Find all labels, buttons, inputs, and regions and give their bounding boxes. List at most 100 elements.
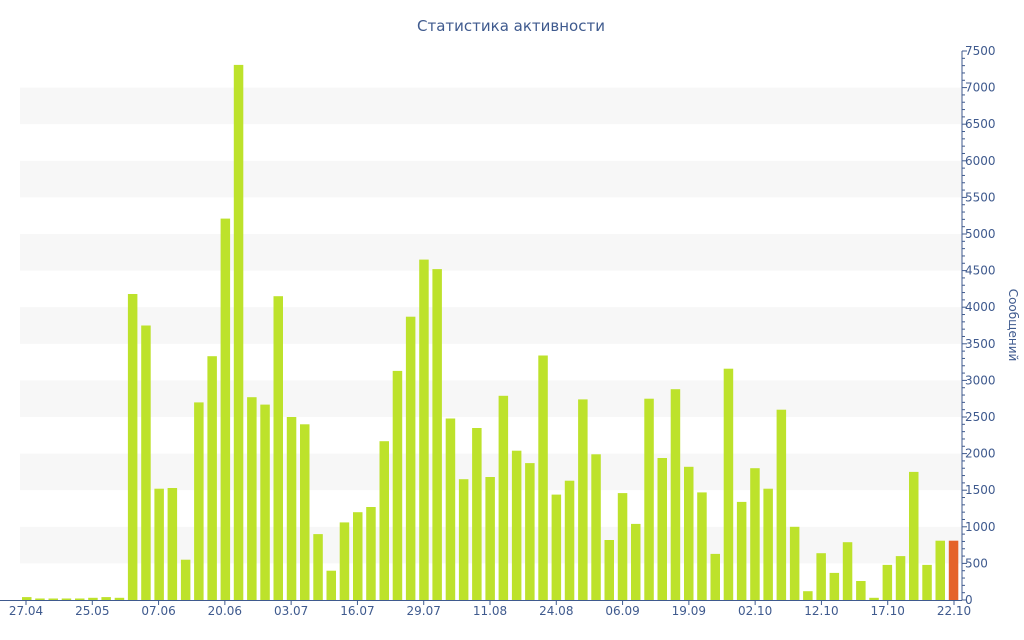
bar (882, 564, 893, 600)
x-tick-label: 22.10 (937, 604, 971, 618)
bar (247, 397, 257, 600)
y-axis: 0 500 1000 1500 2000 2500 3000 3500 4000 4500 5000… (961, 44, 996, 607)
x-tick-label: 17.10 (871, 604, 905, 618)
bar (895, 556, 906, 600)
y-tick-label: 7500 (965, 44, 996, 58)
y-tick-label: 500 (965, 556, 988, 570)
bar (723, 368, 734, 600)
bar (736, 501, 747, 600)
bar (935, 540, 945, 600)
bar (591, 454, 601, 600)
bar (617, 493, 628, 600)
bar (670, 389, 681, 600)
bar (631, 523, 641, 600)
x-tick-label: 24.08 (539, 604, 573, 618)
bar (141, 325, 151, 600)
bar (273, 296, 283, 600)
bar (207, 356, 217, 600)
bar (498, 395, 509, 600)
bar (657, 458, 667, 600)
bar (22, 597, 32, 600)
y-tick-label: 4500 (965, 264, 996, 278)
bar (88, 597, 98, 600)
grid-band (20, 87, 962, 125)
bar (485, 477, 495, 600)
x-tick-label: 11.08 (473, 604, 507, 618)
bar (353, 512, 363, 600)
bar (697, 492, 707, 600)
bar (763, 488, 773, 600)
bar (313, 534, 323, 600)
bar (419, 259, 429, 600)
bar (750, 468, 760, 600)
x-tick-label: 29.07 (407, 604, 441, 618)
bar (564, 480, 575, 600)
bar (829, 572, 840, 600)
bar (604, 540, 614, 600)
y-tick-label: 4000 (965, 300, 996, 314)
bar (856, 581, 866, 600)
bar (61, 598, 72, 600)
bar (789, 526, 800, 600)
bar (578, 399, 588, 600)
y-tick-label: 3500 (965, 337, 996, 351)
bar (392, 370, 403, 600)
bar (366, 507, 376, 600)
x-tick-label: 25.05 (75, 604, 109, 618)
bar (922, 564, 932, 600)
bar (114, 597, 125, 600)
x-tick-label: 12.10 (804, 604, 838, 618)
bar (286, 417, 297, 600)
y-tick-label: 6000 (965, 154, 996, 168)
x-axis: 27.04 25.05 07.06 20.06 03.07 16.07 29.07 11.08… (0, 600, 971, 618)
x-tick-label: 03.07 (274, 604, 308, 618)
bar (233, 64, 244, 600)
grid-band (20, 380, 962, 417)
bar (35, 598, 45, 600)
bar (948, 540, 959, 600)
bar (458, 479, 469, 600)
y-tick-label: 1000 (965, 520, 996, 534)
bar (525, 463, 535, 600)
y-tick-label: 1500 (965, 483, 996, 497)
grid-band (20, 307, 962, 344)
bar (472, 428, 482, 600)
bar (167, 488, 178, 600)
bar (379, 441, 389, 600)
bar (339, 522, 350, 600)
x-tick-label: 27.04 (9, 604, 43, 618)
bar (816, 553, 826, 600)
bar (803, 591, 813, 600)
bar (220, 218, 231, 600)
bar (710, 553, 720, 600)
bar (644, 398, 654, 600)
y-tick-label: 3000 (965, 373, 996, 387)
x-tick-label: 19.09 (672, 604, 706, 618)
y-tick-label: 2000 (965, 447, 996, 461)
bar (405, 316, 416, 600)
bar (551, 494, 562, 600)
bar (432, 269, 442, 600)
bar (776, 409, 787, 600)
bar (445, 418, 456, 600)
bar (538, 355, 548, 600)
y-tick-label: 5000 (965, 227, 996, 241)
bar (842, 542, 853, 600)
bar (194, 402, 204, 600)
bar (48, 598, 58, 600)
x-tick-label: 06.09 (605, 604, 639, 618)
x-tick-label: 20.06 (208, 604, 242, 618)
y-tick-label: 2500 (965, 410, 996, 424)
bar (326, 570, 336, 600)
bar (101, 597, 111, 600)
grid-band (20, 160, 962, 198)
chart-title: Статистика активности (417, 17, 605, 35)
bar (75, 598, 85, 600)
y-axis-label: Сообщений (1006, 289, 1020, 362)
y-tick-label: 6500 (965, 117, 996, 131)
bar (909, 471, 919, 600)
bar (154, 488, 164, 600)
bar (127, 294, 138, 600)
